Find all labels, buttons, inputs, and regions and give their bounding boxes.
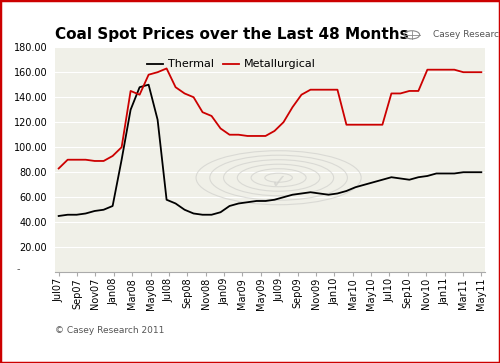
Text: © Casey Research 2011: © Casey Research 2011: [55, 326, 164, 335]
Legend: Thermal, Metallurgical: Thermal, Metallurgical: [142, 55, 320, 74]
Text: ✓: ✓: [270, 173, 287, 192]
Text: -: -: [16, 265, 20, 274]
Text: Coal Spot Prices over the Last 48 Months: Coal Spot Prices over the Last 48 Months: [55, 27, 408, 42]
Text: Casey Research.com: Casey Research.com: [434, 30, 500, 39]
